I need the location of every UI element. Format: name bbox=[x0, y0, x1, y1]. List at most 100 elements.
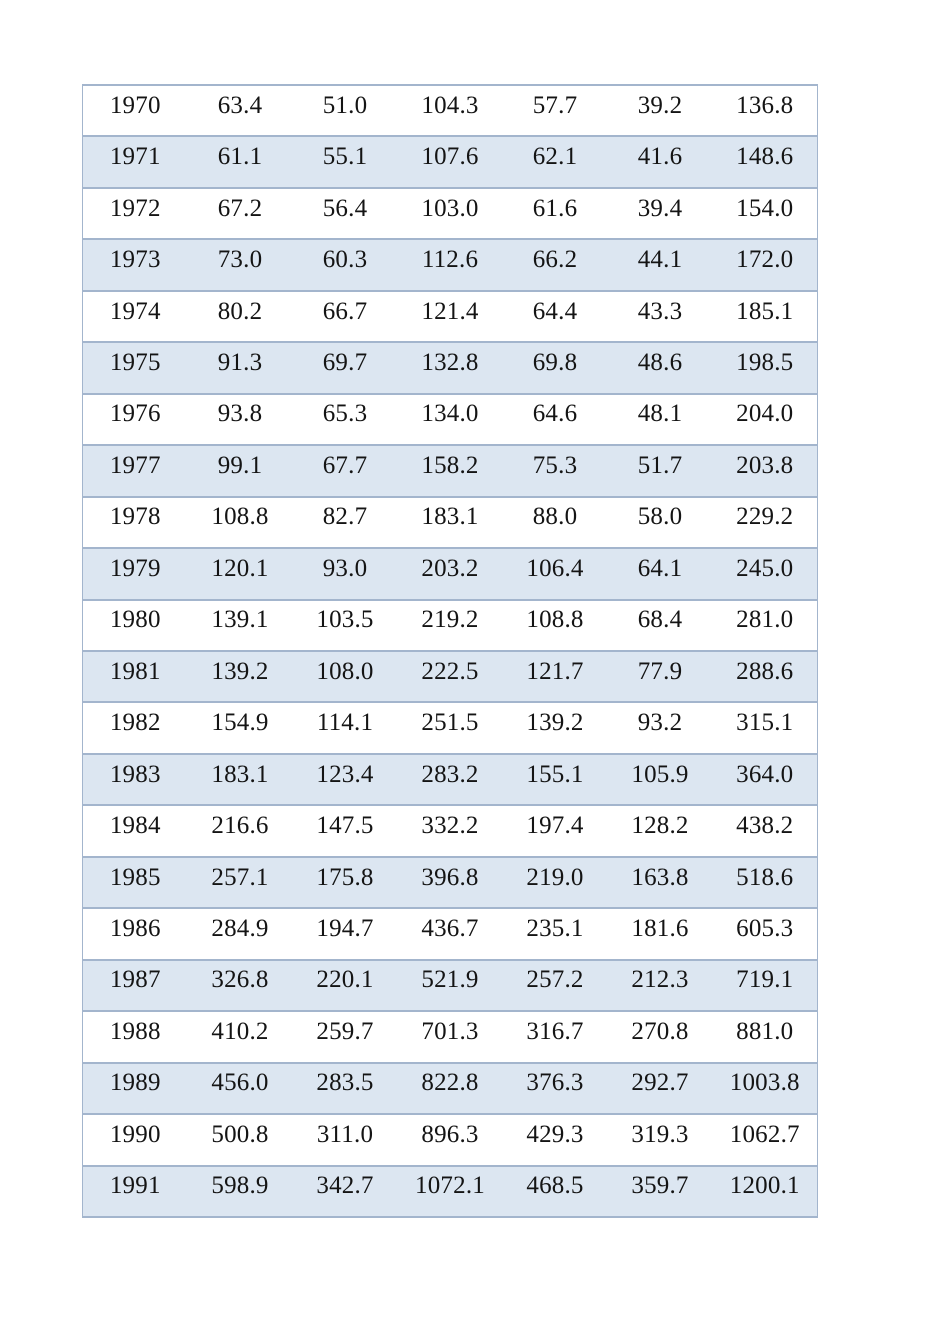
value-cell: 147.5 bbox=[292, 804, 398, 858]
value-cell: 43.3 bbox=[607, 289, 713, 344]
value-cell: 518.6 bbox=[712, 855, 818, 910]
value-cell: 60.3 bbox=[292, 238, 398, 292]
value-cell: 61.1 bbox=[187, 135, 293, 189]
value-cell: 51.0 bbox=[292, 83, 398, 138]
value-cell: 429.3 bbox=[502, 1113, 608, 1167]
year-cell: 1980 bbox=[82, 598, 188, 652]
data-table-body: 1970 63.4 51.0 104.3 57.7 39.2 136.8 1971 61.1 55… bbox=[82, 83, 818, 1218]
value-cell: 93.0 bbox=[292, 547, 398, 601]
table-row: 1978 108.8 82.7 183.1 88.0 58.0 229.2 bbox=[82, 495, 818, 550]
value-cell: 93.8 bbox=[187, 392, 293, 447]
value-cell: 598.9 bbox=[187, 1164, 293, 1218]
value-cell: 1062.7 bbox=[712, 1113, 818, 1167]
value-cell: 132.8 bbox=[397, 341, 503, 395]
table-row: 1972 67.2 56.4 103.0 61.6 39.4 154.0 bbox=[82, 186, 818, 241]
value-cell: 154.0 bbox=[712, 186, 818, 241]
value-cell: 139.2 bbox=[187, 649, 293, 704]
table-row: 1991 598.9 342.7 1072.1 468.5 359.7 1200.1 bbox=[82, 1164, 818, 1218]
value-cell: 103.0 bbox=[397, 186, 503, 241]
value-cell: 521.9 bbox=[397, 958, 503, 1013]
value-cell: 62.1 bbox=[502, 135, 608, 189]
year-cell: 1981 bbox=[82, 649, 188, 704]
value-cell: 154.9 bbox=[187, 701, 293, 755]
value-cell: 139.1 bbox=[187, 598, 293, 652]
value-cell: 107.6 bbox=[397, 135, 503, 189]
value-cell: 108.8 bbox=[187, 495, 293, 550]
value-cell: 319.3 bbox=[607, 1113, 713, 1167]
table-row: 1971 61.1 55.1 107.6 62.1 41.6 148.6 bbox=[82, 135, 818, 189]
value-cell: 91.3 bbox=[187, 341, 293, 395]
value-cell: 134.0 bbox=[397, 392, 503, 447]
year-cell: 1982 bbox=[82, 701, 188, 755]
value-cell: 65.3 bbox=[292, 392, 398, 447]
value-cell: 500.8 bbox=[187, 1113, 293, 1167]
value-cell: 108.0 bbox=[292, 649, 398, 704]
value-cell: 257.2 bbox=[502, 958, 608, 1013]
value-cell: 281.0 bbox=[712, 598, 818, 652]
value-cell: 316.7 bbox=[502, 1010, 608, 1064]
value-cell: 67.2 bbox=[187, 186, 293, 241]
value-cell: 44.1 bbox=[607, 238, 713, 292]
value-cell: 99.1 bbox=[187, 444, 293, 498]
value-cell: 376.3 bbox=[502, 1061, 608, 1116]
value-cell: 283.5 bbox=[292, 1061, 398, 1116]
year-data-table: 1970 63.4 51.0 104.3 57.7 39.2 136.8 1971 61.1 55… bbox=[82, 83, 818, 1218]
table-row: 1990 500.8 311.0 896.3 429.3 319.3 1062.7 bbox=[82, 1113, 818, 1167]
value-cell: 64.4 bbox=[502, 289, 608, 344]
value-cell: 63.4 bbox=[187, 83, 293, 138]
value-cell: 67.7 bbox=[292, 444, 398, 498]
value-cell: 108.8 bbox=[502, 598, 608, 652]
value-cell: 881.0 bbox=[712, 1010, 818, 1064]
value-cell: 68.4 bbox=[607, 598, 713, 652]
value-cell: 56.4 bbox=[292, 186, 398, 241]
table-row: 1975 91.3 69.7 132.8 69.8 48.6 198.5 bbox=[82, 341, 818, 395]
value-cell: 41.6 bbox=[607, 135, 713, 189]
value-cell: 93.2 bbox=[607, 701, 713, 755]
value-cell: 66.7 bbox=[292, 289, 398, 344]
value-cell: 139.2 bbox=[502, 701, 608, 755]
value-cell: 82.7 bbox=[292, 495, 398, 550]
table-row: 1980 139.1 103.5 219.2 108.8 68.4 281.0 bbox=[82, 598, 818, 652]
year-cell: 1983 bbox=[82, 752, 188, 807]
value-cell: 55.1 bbox=[292, 135, 398, 189]
value-cell: 222.5 bbox=[397, 649, 503, 704]
value-cell: 311.0 bbox=[292, 1113, 398, 1167]
table-row: 1983 183.1 123.4 283.2 155.1 105.9 364.0 bbox=[82, 752, 818, 807]
value-cell: 203.2 bbox=[397, 547, 503, 601]
value-cell: 436.7 bbox=[397, 907, 503, 961]
value-cell: 456.0 bbox=[187, 1061, 293, 1116]
value-cell: 438.2 bbox=[712, 804, 818, 858]
value-cell: 284.9 bbox=[187, 907, 293, 961]
value-cell: 292.7 bbox=[607, 1061, 713, 1116]
value-cell: 212.3 bbox=[607, 958, 713, 1013]
table-row: 1989 456.0 283.5 822.8 376.3 292.7 1003.8 bbox=[82, 1061, 818, 1116]
value-cell: 148.6 bbox=[712, 135, 818, 189]
value-cell: 64.6 bbox=[502, 392, 608, 447]
year-cell: 1976 bbox=[82, 392, 188, 447]
year-cell: 1971 bbox=[82, 135, 188, 189]
table-row: 1982 154.9 114.1 251.5 139.2 93.2 315.1 bbox=[82, 701, 818, 755]
value-cell: 235.1 bbox=[502, 907, 608, 961]
value-cell: 605.3 bbox=[712, 907, 818, 961]
year-cell: 1972 bbox=[82, 186, 188, 241]
value-cell: 183.1 bbox=[397, 495, 503, 550]
value-cell: 104.3 bbox=[397, 83, 503, 138]
value-cell: 364.0 bbox=[712, 752, 818, 807]
value-cell: 128.2 bbox=[607, 804, 713, 858]
value-cell: 896.3 bbox=[397, 1113, 503, 1167]
table-row: 1979 120.1 93.0 203.2 106.4 64.1 245.0 bbox=[82, 547, 818, 601]
value-cell: 121.4 bbox=[397, 289, 503, 344]
year-cell: 1984 bbox=[82, 804, 188, 858]
year-cell: 1989 bbox=[82, 1061, 188, 1116]
value-cell: 185.1 bbox=[712, 289, 818, 344]
year-cell: 1978 bbox=[82, 495, 188, 550]
value-cell: 1072.1 bbox=[397, 1164, 503, 1218]
year-cell: 1990 bbox=[82, 1113, 188, 1167]
value-cell: 245.0 bbox=[712, 547, 818, 601]
year-cell: 1974 bbox=[82, 289, 188, 344]
year-cell: 1991 bbox=[82, 1164, 188, 1218]
year-cell: 1975 bbox=[82, 341, 188, 395]
value-cell: 359.7 bbox=[607, 1164, 713, 1218]
year-cell: 1970 bbox=[82, 83, 188, 138]
